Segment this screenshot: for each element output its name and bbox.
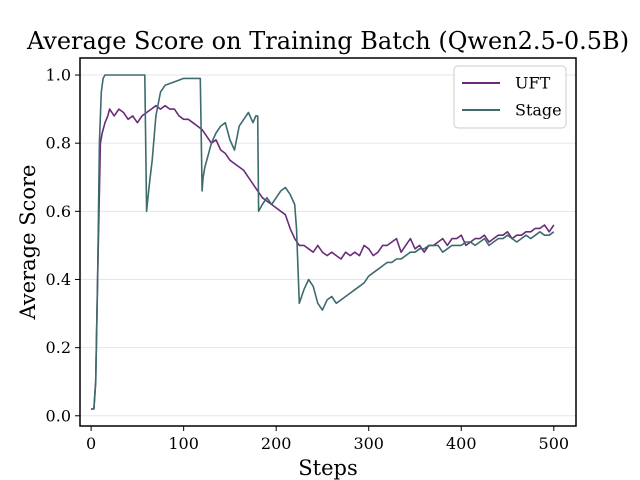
series-line-uft (91, 104, 555, 410)
y-tick-label: 0.2 (46, 338, 71, 357)
y-tick-label: 0.8 (46, 134, 71, 153)
x-tick-label: 0 (86, 434, 96, 453)
x-tick-label: 400 (446, 434, 477, 453)
legend-label-stage: Stage (515, 101, 562, 120)
y-tick-label: 0.6 (46, 202, 71, 221)
plot-frame (79, 57, 577, 427)
legend: UFT Stage (453, 65, 567, 129)
grid-layer (80, 74, 576, 417)
chart-title: Average Score on Training Batch (Qwen2.5… (26, 27, 629, 55)
x-tick-label: 500 (539, 434, 570, 453)
legend-label-uft: UFT (515, 74, 551, 93)
series-line-stage (91, 74, 555, 410)
y-tick-label: 1.0 (46, 66, 71, 85)
x-tick-label: 300 (353, 434, 384, 453)
x-tick-label: 200 (261, 434, 292, 453)
y-tick-label: 0.0 (46, 406, 71, 425)
y-axis-label: Average Score (16, 165, 40, 321)
x-axis-label: Steps (298, 456, 357, 480)
x-tick-label: 100 (168, 434, 199, 453)
series-layer (91, 74, 555, 410)
y-tick-label: 0.4 (46, 270, 71, 289)
ticks-layer: 0.0 0.2 0.4 0.6 0.8 1.0 0 100 200 300 400 500 (46, 66, 570, 453)
legend-box (453, 65, 567, 129)
